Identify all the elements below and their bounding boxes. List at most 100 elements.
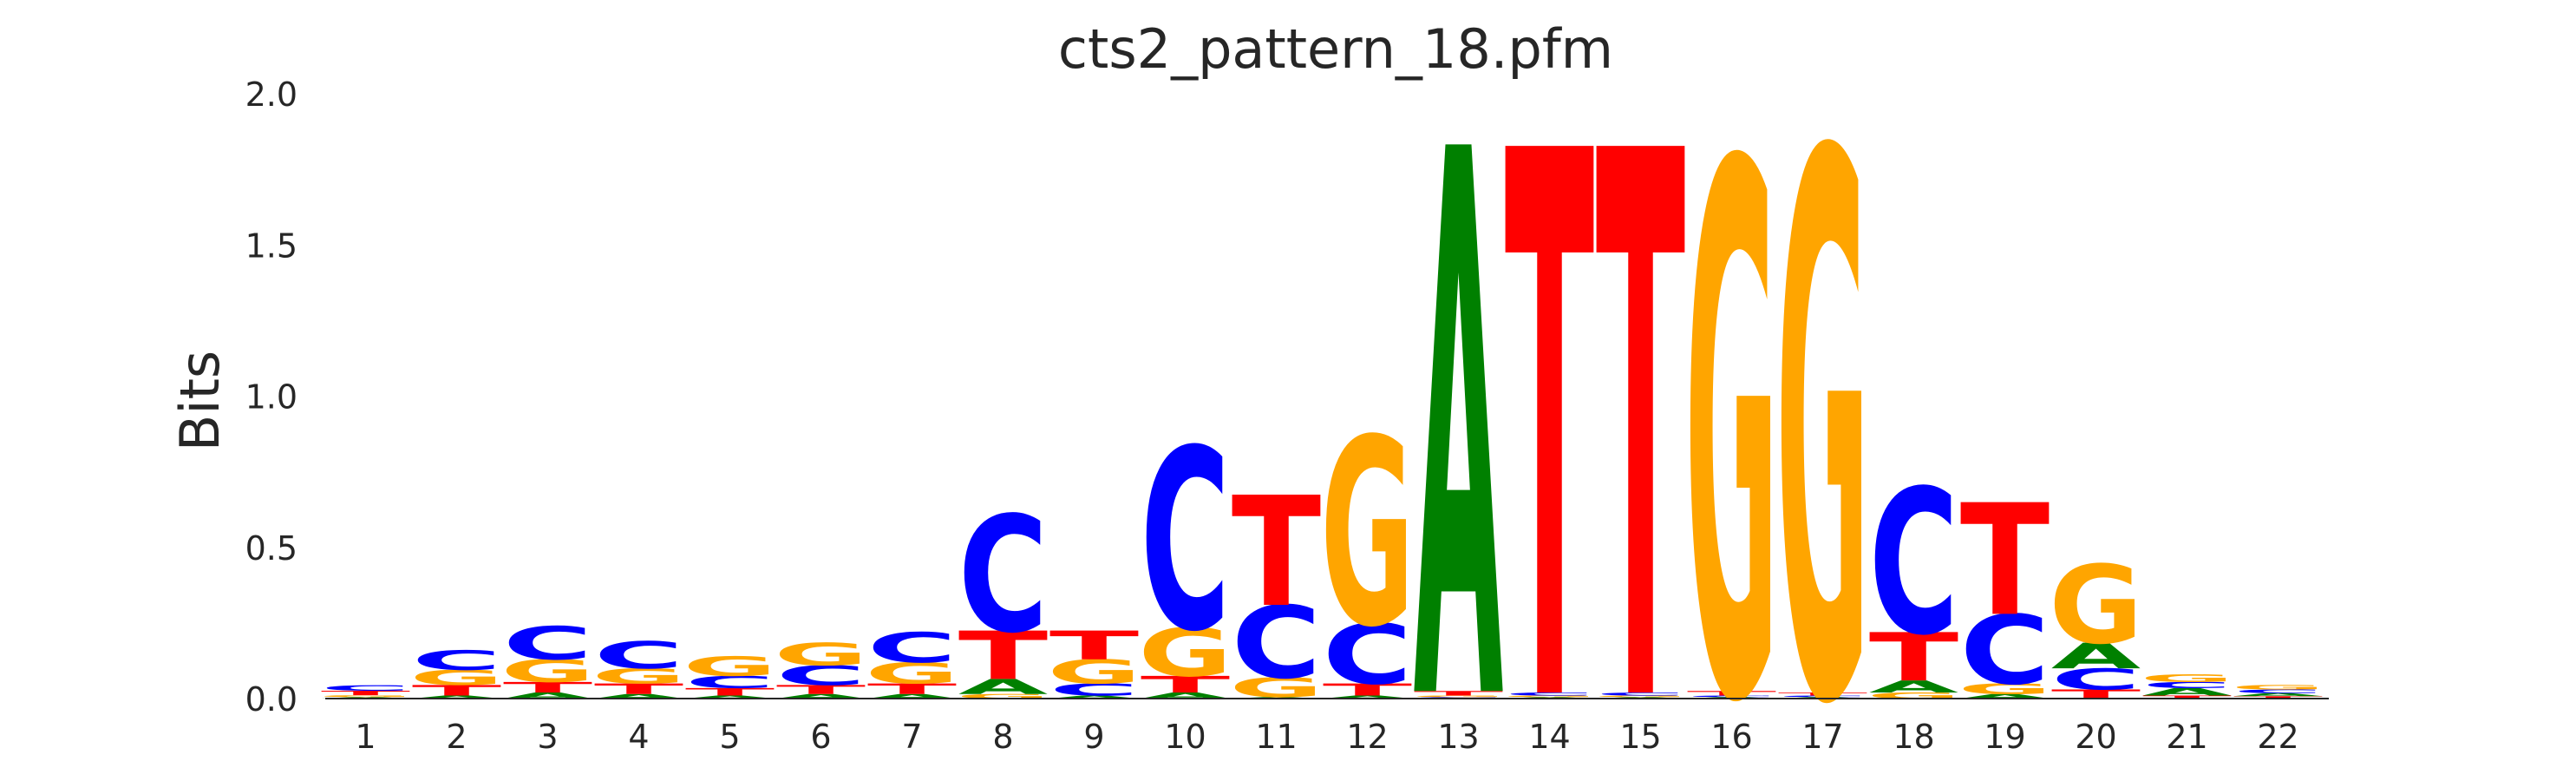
logo-letter-G: G bbox=[1502, 695, 1596, 698]
logo-letter-T: T bbox=[1323, 680, 1413, 699]
x-tick-label: 14 bbox=[1528, 718, 1570, 756]
logo-letter-G: G bbox=[1411, 695, 1505, 698]
logo-letter-A: A bbox=[958, 675, 1049, 699]
x-tick-label: 16 bbox=[1710, 718, 1752, 756]
chart-title: cts2_pattern_18.pfm bbox=[1058, 17, 1613, 81]
logo-letter-C: C bbox=[1596, 692, 1686, 697]
logo-letter-T: T bbox=[1414, 690, 1503, 697]
logo-letter-C: C bbox=[1049, 680, 1140, 699]
y-tick-label: 1.0 bbox=[245, 378, 297, 417]
logo-letter-A: A bbox=[867, 692, 958, 699]
logo-letter-A: A bbox=[1323, 695, 1413, 700]
logo-letter-G: G bbox=[865, 657, 958, 691]
logo-letter-T: T bbox=[776, 683, 866, 698]
x-axis-ticks: 1 2 3 4 5 6 7 8 9 10 11 12 13 14 15 16 17 18 19 20 21 22 bbox=[355, 718, 2298, 756]
logo-letter-G: G bbox=[1775, 0, 1869, 781]
logo-letter-T: T bbox=[1232, 464, 1321, 641]
logo-letter-A: A bbox=[1414, 0, 1505, 781]
logo-letter-G: G bbox=[1593, 695, 1687, 698]
x-tick-label: 13 bbox=[1437, 718, 1479, 756]
x-tick-label: 5 bbox=[719, 718, 740, 756]
x-tick-label: 22 bbox=[2257, 718, 2298, 756]
logo-letter-A: A bbox=[1049, 695, 1140, 700]
y-tick-label: 1.5 bbox=[245, 226, 297, 265]
logo-letter-G: G bbox=[1867, 691, 1960, 700]
x-tick-label: 2 bbox=[446, 718, 467, 756]
logo-letter-A: A bbox=[1960, 692, 2050, 699]
x-tick-label: 19 bbox=[1984, 718, 2025, 756]
logo-letter-T: T bbox=[2142, 695, 2232, 700]
logo-letter-G: G bbox=[409, 666, 503, 690]
x-tick-label: 11 bbox=[1255, 718, 1297, 756]
logo-letter-G: G bbox=[683, 651, 776, 682]
x-tick-label: 17 bbox=[1801, 718, 1843, 756]
logo-letter-C: C bbox=[1232, 586, 1322, 701]
y-axis-label: Bits bbox=[168, 351, 232, 451]
logo-letter-A: A bbox=[412, 695, 502, 700]
logo-letter-G: G bbox=[318, 695, 412, 698]
y-tick-label: 2.0 bbox=[245, 75, 297, 114]
x-tick-label: 3 bbox=[537, 718, 558, 756]
logo-letter-C: C bbox=[776, 660, 866, 692]
logo-stacks: AGTCATGCATGCATGCATCGATCGATGCGATCACGTATGC… bbox=[318, 0, 2324, 781]
logo-letter-T: T bbox=[1778, 692, 1867, 697]
logo-letter-C: C bbox=[321, 684, 411, 692]
x-tick-label: 21 bbox=[2166, 718, 2207, 756]
logo-letter-T: T bbox=[958, 618, 1049, 695]
logo-letter-T: T bbox=[1049, 623, 1139, 669]
logo-letter-T: T bbox=[1869, 620, 1959, 697]
x-tick-label: 8 bbox=[992, 718, 1013, 756]
logo-letter-C: C bbox=[1505, 692, 1595, 697]
logo-letter-C: C bbox=[503, 617, 593, 670]
logo-letter-C: C bbox=[594, 633, 684, 677]
logo-letter-A: A bbox=[776, 692, 866, 699]
x-tick-label: 10 bbox=[1164, 718, 1206, 756]
logo-letter-C: C bbox=[2233, 688, 2324, 694]
logo-column-1: AGTC bbox=[318, 684, 412, 699]
logo-letter-T: T bbox=[594, 680, 683, 697]
logo-letter-A: A bbox=[503, 691, 593, 700]
logo-letter-G: G bbox=[2049, 543, 2142, 668]
logo-letter-G: G bbox=[1958, 681, 2051, 698]
logo-letter-C: C bbox=[2142, 680, 2233, 690]
logo-column-16: ACTG bbox=[1684, 15, 1778, 781]
x-tick-label: 6 bbox=[810, 718, 831, 756]
logo-letter-C: C bbox=[2051, 663, 2141, 697]
x-tick-label: 20 bbox=[2075, 718, 2116, 756]
x-tick-label: 9 bbox=[1083, 718, 1104, 756]
x-tick-label: 7 bbox=[901, 718, 922, 756]
logo-letter-A: A bbox=[2142, 686, 2233, 699]
logo-letter-G: G bbox=[500, 653, 594, 690]
logo-letter-T: T bbox=[867, 680, 957, 697]
logo-letter-C: C bbox=[685, 673, 775, 692]
x-tick-label: 12 bbox=[1346, 718, 1388, 756]
logo-letter-A: A bbox=[2051, 636, 2141, 677]
logo-letter-A: A bbox=[2233, 692, 2324, 698]
logo-letter-A: A bbox=[1869, 677, 1959, 696]
logo-letter-T: T bbox=[1960, 471, 2050, 650]
logo-letter-T: T bbox=[1141, 672, 1230, 699]
logo-letter-C: C bbox=[1141, 397, 1231, 687]
logo-letter-T: T bbox=[321, 690, 410, 697]
x-tick-label: 15 bbox=[1619, 718, 1661, 756]
logo-letter-A: A bbox=[1141, 691, 1231, 700]
logo-letter-T: T bbox=[1596, 0, 1686, 781]
logo-letter-T: T bbox=[412, 682, 501, 699]
logo-letter-T: T bbox=[685, 686, 775, 699]
logo-letter-C: C bbox=[1687, 695, 1777, 698]
logo-letter-G: G bbox=[1138, 615, 1232, 692]
